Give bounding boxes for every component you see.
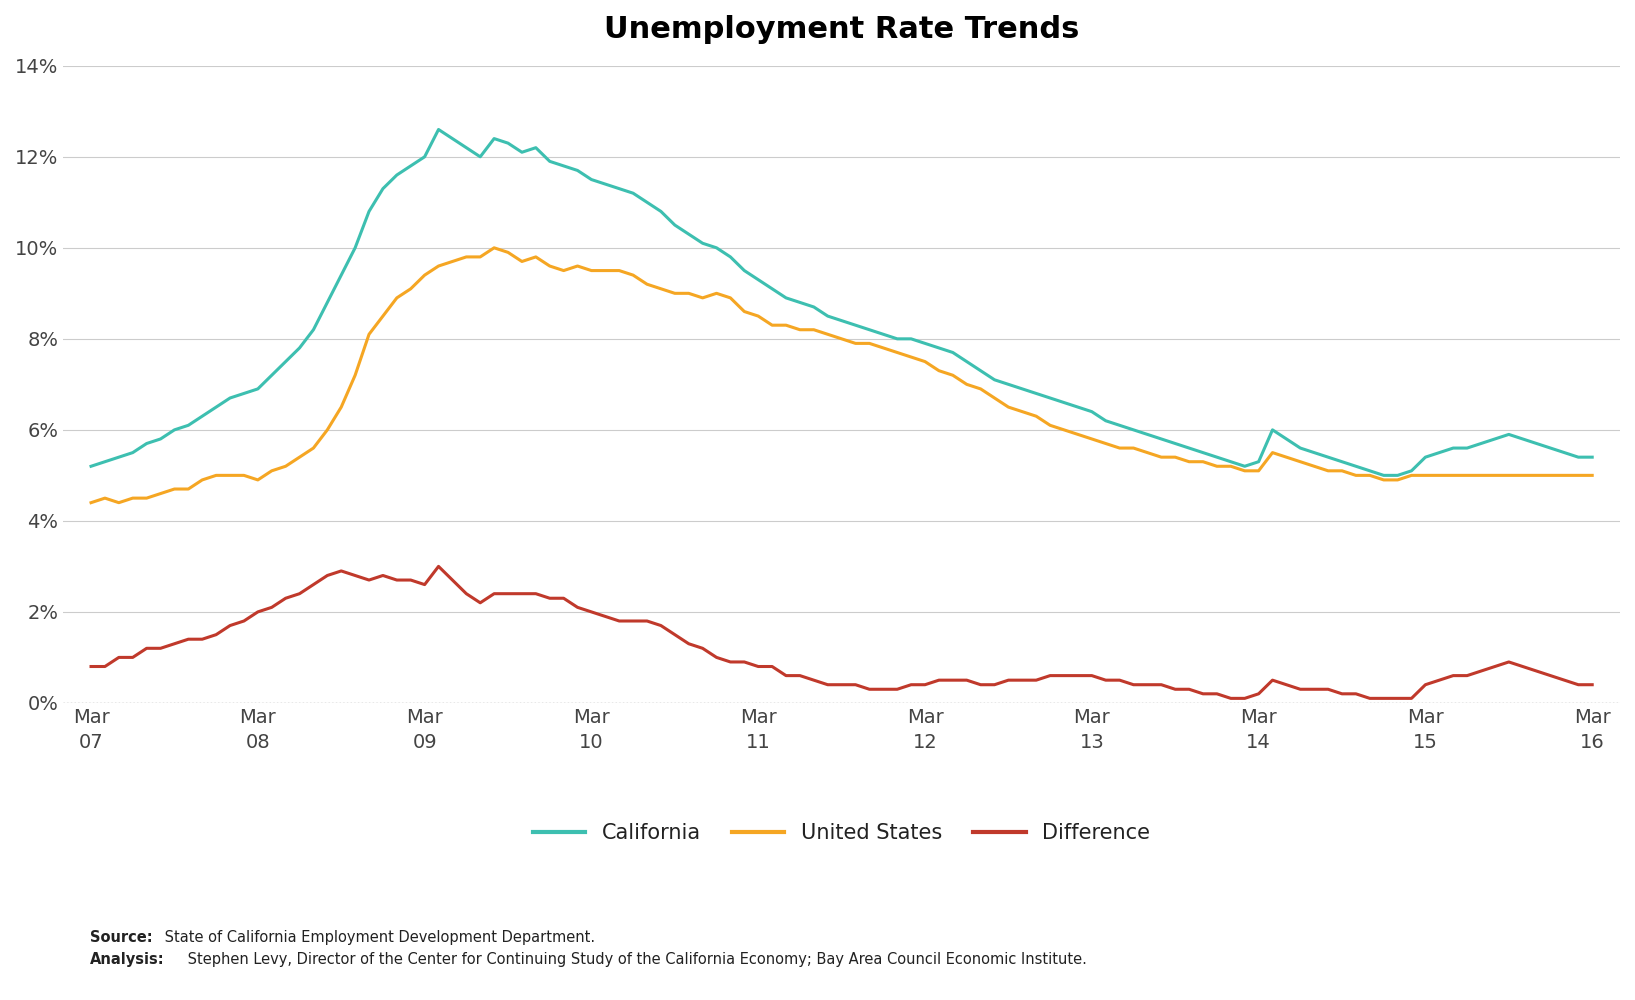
United States xyxy=(193,474,213,486)
United States xyxy=(1583,469,1602,481)
California xyxy=(428,123,448,135)
California xyxy=(1583,451,1602,463)
Difference xyxy=(916,679,935,691)
Text: Analysis:: Analysis: xyxy=(90,952,165,967)
Difference xyxy=(82,661,101,673)
Text: Stephen Levy, Director of the Center for Continuing Study of the California Econ: Stephen Levy, Director of the Center for… xyxy=(183,952,1087,967)
United States xyxy=(82,497,101,509)
Text: State of California Employment Development Department.: State of California Employment Developme… xyxy=(160,930,595,945)
Difference xyxy=(595,610,615,622)
United States xyxy=(595,265,615,277)
Line: Difference: Difference xyxy=(92,566,1592,698)
United States xyxy=(484,242,504,254)
Line: California: California xyxy=(92,129,1592,475)
Difference xyxy=(1221,692,1241,704)
California xyxy=(1373,469,1393,481)
California xyxy=(1082,406,1102,418)
Difference xyxy=(901,679,921,691)
United States xyxy=(512,255,531,267)
United States xyxy=(901,351,921,363)
Legend: California, United States, Difference: California, United States, Difference xyxy=(525,815,1159,852)
United States xyxy=(916,356,935,368)
California xyxy=(595,178,615,190)
United States xyxy=(1082,433,1102,445)
Difference xyxy=(193,633,213,645)
Difference xyxy=(1082,670,1102,682)
Text: Source:: Source: xyxy=(90,930,152,945)
California xyxy=(916,337,935,349)
California xyxy=(512,146,531,158)
California xyxy=(193,410,213,422)
Difference xyxy=(428,560,448,572)
Difference xyxy=(512,588,531,600)
California xyxy=(82,460,101,472)
California xyxy=(901,333,921,345)
Difference xyxy=(1583,679,1602,691)
Line: United States: United States xyxy=(92,248,1592,503)
Title: Unemployment Rate Trends: Unemployment Rate Trends xyxy=(603,15,1079,44)
